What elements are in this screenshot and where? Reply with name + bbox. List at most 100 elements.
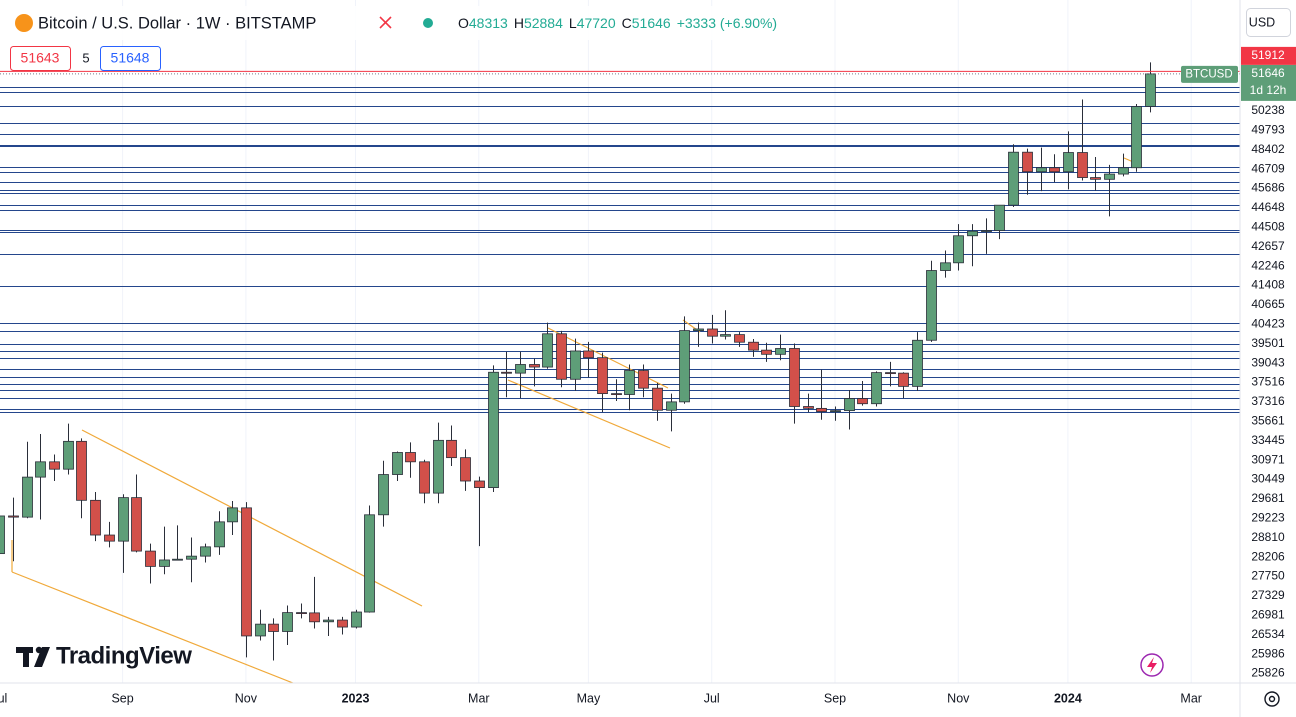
candle-body <box>351 611 362 628</box>
candle-body <box>666 401 677 411</box>
candle-body <box>652 387 663 411</box>
close-icon[interactable] <box>379 16 392 29</box>
level-label: 48402 <box>1251 142 1285 156</box>
candle-body <box>857 398 868 405</box>
candle-body <box>803 406 814 409</box>
logo: TradingView <box>16 642 193 669</box>
level-label: 25826 <box>1251 666 1285 680</box>
candle-body <box>1063 152 1074 173</box>
alert-price-box <box>1241 46 1296 65</box>
x-tick-label: May <box>577 691 601 705</box>
level-label: 26981 <box>1251 607 1285 621</box>
candle-body <box>8 515 19 518</box>
level-label: 27750 <box>1251 569 1285 583</box>
candle-body <box>200 546 211 557</box>
candle-body <box>611 393 622 396</box>
candle-body <box>364 514 375 613</box>
candle-body <box>488 371 499 488</box>
candle-body <box>392 452 403 475</box>
countdown-label: 1d 12h <box>1250 83 1287 97</box>
candle-body <box>570 350 581 380</box>
level-label: 40665 <box>1251 297 1285 311</box>
candle-body <box>378 474 389 516</box>
logo-mark <box>34 647 50 667</box>
candle-body <box>76 440 87 501</box>
candle-body <box>844 398 855 412</box>
level-label: 44508 <box>1251 219 1285 233</box>
candle-body <box>90 499 101 536</box>
candle-body <box>63 440 74 470</box>
market-status <box>423 18 433 28</box>
buy-price[interactable]: 51648 <box>111 50 150 66</box>
level-label: 40423 <box>1251 316 1285 330</box>
level-label: 44648 <box>1251 200 1285 214</box>
current-price-box <box>1241 64 1296 101</box>
candle-body <box>405 452 416 463</box>
candle-body <box>214 521 225 548</box>
candle-body <box>693 328 704 331</box>
level-label: 30971 <box>1251 452 1285 466</box>
sell-button[interactable] <box>10 46 71 71</box>
candle-body <box>131 497 142 552</box>
level-label: 29681 <box>1251 491 1285 505</box>
candle-body <box>433 439 444 494</box>
ohlc-value: 47720 <box>577 15 616 31</box>
candle-body <box>720 334 731 337</box>
ohlc-value: 48313 <box>469 15 508 31</box>
logo-mark <box>23 647 29 667</box>
level-label: 26534 <box>1251 627 1285 641</box>
level-label: 42246 <box>1251 258 1285 272</box>
price-axis-bg <box>1240 0 1296 717</box>
currency[interactable]: USD <box>1249 15 1275 29</box>
level-label: 28810 <box>1251 530 1285 544</box>
logo-text: TradingView <box>56 642 192 669</box>
level-label: 33445 <box>1251 433 1285 447</box>
header-bg <box>0 6 830 40</box>
candle-body <box>898 372 909 387</box>
ohlc-label: H <box>514 15 524 31</box>
x-tick-label: Nov <box>235 691 258 705</box>
candle-body <box>460 457 471 482</box>
candle-body <box>624 370 635 395</box>
ohlc-values: O48313 H52884 L47720 C51646 +3333 (+6.90%) <box>458 15 777 31</box>
candle-body <box>638 370 649 389</box>
ohlc-change: +3333 (+6.90%) <box>677 15 777 31</box>
spread: 5 <box>82 50 89 65</box>
current-price-label: 51646 <box>1251 66 1285 80</box>
symbol-title: Bitcoin / U.S. Dollar · 1W · BITSTAMP <box>38 14 316 32</box>
candle-body <box>542 333 553 368</box>
candle-body <box>967 230 978 237</box>
x-tick-label: 2024 <box>1054 691 1082 705</box>
level-label: 41408 <box>1251 278 1285 292</box>
x-tick-label: Sep <box>111 691 133 705</box>
trade-buttons: 51643 5 51648 <box>10 46 161 71</box>
candle-body <box>501 371 512 374</box>
candle-body <box>556 333 567 380</box>
candle-body <box>734 334 745 343</box>
sell-price[interactable]: 51643 <box>21 50 60 66</box>
currency-button[interactable] <box>1246 8 1291 37</box>
level-label: 50238 <box>1251 103 1285 117</box>
axes: Jul Sep Nov 2023 Mar May Jul Sep Nov 2024 Mar BTCUS… <box>0 46 1296 705</box>
candle-body <box>268 623 279 632</box>
candle-body <box>775 348 786 355</box>
candle-body <box>707 328 718 337</box>
settings-icon[interactable] <box>1264 691 1280 707</box>
current-price-symbol: BTCUSD <box>1185 68 1232 80</box>
alert-price-label: 51912 <box>1251 48 1285 62</box>
candle-body <box>871 372 882 405</box>
level-label: 46709 <box>1251 161 1285 175</box>
candle-body <box>679 330 690 403</box>
level-label: 37316 <box>1251 394 1285 408</box>
candle-body <box>994 204 1005 231</box>
buy-button[interactable] <box>100 46 161 71</box>
candles <box>0 62 1156 661</box>
level-label: 39501 <box>1251 336 1285 350</box>
candle-body <box>1118 167 1129 175</box>
level-label: 30449 <box>1251 472 1285 486</box>
candle-body <box>1036 167 1047 173</box>
candle-body <box>323 619 334 623</box>
candle-body <box>22 476 33 518</box>
